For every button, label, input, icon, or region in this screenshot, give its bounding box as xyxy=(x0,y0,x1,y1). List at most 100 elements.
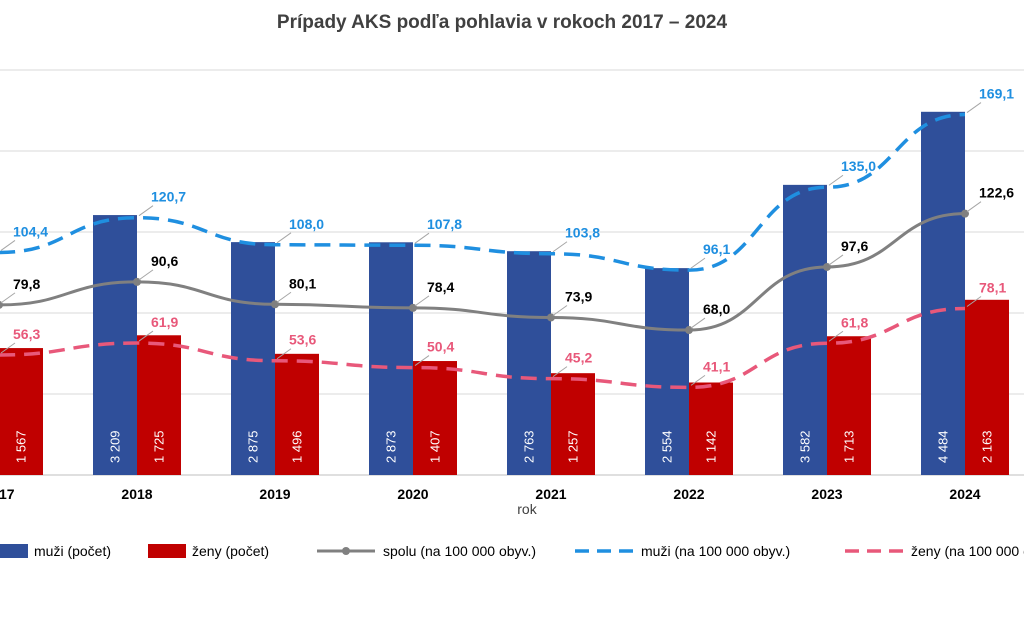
line-value-label: 107,8 xyxy=(427,216,462,232)
leader-line xyxy=(690,257,706,269)
legend-label: muži (počet) xyxy=(34,543,111,559)
leader-line xyxy=(0,292,16,304)
bar-value-label: 1 713 xyxy=(842,430,857,463)
bar-value-label: 3 209 xyxy=(108,430,123,463)
legend-label: ženy (počet) xyxy=(192,543,269,559)
line-value-label: 135,0 xyxy=(841,158,876,174)
leader-line xyxy=(690,317,706,329)
bar-value-label: 2 554 xyxy=(660,430,675,463)
leader-line xyxy=(828,174,844,186)
line-value-label: 53,6 xyxy=(289,332,316,348)
x-tick-label: 2023 xyxy=(811,486,842,502)
line-value-label: 56,3 xyxy=(13,326,40,342)
bar-women-2022 xyxy=(689,382,733,475)
legend-label: ženy (na 100 000 obyv.) xyxy=(911,543,1024,559)
line-value-label: 97,6 xyxy=(841,238,868,254)
legend-swatch-marker xyxy=(342,547,350,555)
leader-line xyxy=(966,201,982,213)
line-value-label: 79,8 xyxy=(13,276,40,292)
bar-women-2024 xyxy=(965,299,1009,475)
bar-value-label: 3 582 xyxy=(798,430,813,463)
line-value-label: 73,9 xyxy=(565,288,592,304)
x-tick-label: 2020 xyxy=(397,486,428,502)
bar-women-2020 xyxy=(413,361,457,475)
legend-label: muži (na 100 000 obyv.) xyxy=(641,543,790,559)
line-value-label: 90,6 xyxy=(151,253,178,269)
line-value-label: 68,0 xyxy=(703,301,730,317)
leader-line xyxy=(276,232,292,244)
leader-line xyxy=(0,342,16,354)
bar-women-2021 xyxy=(551,373,595,475)
leader-line xyxy=(276,291,292,303)
line-value-label: 103,8 xyxy=(565,225,600,241)
bar-men-2024 xyxy=(921,111,965,476)
bar-value-label: 1 725 xyxy=(152,430,167,463)
x-tick-label: 2022 xyxy=(673,486,704,502)
leader-line xyxy=(552,241,568,253)
line-marker xyxy=(0,301,3,309)
bar-men-2020 xyxy=(369,242,413,475)
line-value-label: 80,1 xyxy=(289,275,316,291)
bar-women-2019 xyxy=(275,353,319,475)
line-total-rate xyxy=(0,212,966,332)
bar-value-label: 2 875 xyxy=(246,430,261,463)
leader-line xyxy=(552,305,568,316)
legend-label: spolu (na 100 000 obyv.) xyxy=(383,543,536,559)
x-tick-label: 2021 xyxy=(535,486,566,502)
bar-women-2017 xyxy=(0,348,43,475)
x-tick-label: 2017 xyxy=(0,486,15,502)
leader-line xyxy=(966,102,982,113)
leader-line xyxy=(138,205,154,217)
line-value-label: 61,9 xyxy=(151,314,178,330)
bar-value-label: 4 484 xyxy=(936,430,951,463)
leader-line xyxy=(138,269,154,281)
bar-women-2018 xyxy=(137,335,181,475)
bar-value-label: 1 407 xyxy=(428,430,443,463)
bar-women-2023 xyxy=(827,336,871,475)
chart-title: Prípady AKS podľa pohlavia v rokoch 2017… xyxy=(276,12,728,33)
bar-value-label: 1 567 xyxy=(14,430,29,463)
x-axis-title: rok xyxy=(517,501,537,517)
leader-line xyxy=(828,330,844,342)
line-value-label: 122,6 xyxy=(979,185,1014,201)
bar-value-label: 1 257 xyxy=(566,430,581,463)
leader-line xyxy=(966,296,982,307)
bar-value-label: 2 763 xyxy=(522,430,537,463)
legend-swatch xyxy=(148,544,186,558)
x-tick-label: 2019 xyxy=(259,486,290,502)
line-value-label: 45,2 xyxy=(565,350,592,366)
line-value-label: 78,4 xyxy=(427,279,454,295)
line-value-label: 108,0 xyxy=(289,216,324,232)
line-men-rate xyxy=(0,112,966,272)
line-value-label: 96,1 xyxy=(703,241,730,257)
leader-line xyxy=(414,355,430,366)
legend-swatch xyxy=(0,544,28,558)
line-value-label: 104,4 xyxy=(13,223,48,239)
line-women-rate xyxy=(0,306,966,390)
line-value-label: 41,1 xyxy=(703,358,730,374)
bar-value-label: 2 873 xyxy=(384,430,399,463)
line-value-label: 78,1 xyxy=(979,280,1006,296)
line-value-label: 169,1 xyxy=(979,86,1014,102)
x-tick-label: 2024 xyxy=(949,486,980,502)
leader-line xyxy=(276,348,292,360)
leader-line xyxy=(414,295,430,307)
bar-men-2021 xyxy=(507,251,551,475)
line-value-label: 61,8 xyxy=(841,314,868,330)
bar-value-label: 1 496 xyxy=(290,430,305,463)
leader-line xyxy=(414,232,430,244)
leader-line xyxy=(138,330,154,342)
bar-men-2022 xyxy=(645,268,689,475)
line-value-label: 50,4 xyxy=(427,339,454,355)
leader-line xyxy=(552,366,568,378)
bar-men-2023 xyxy=(783,184,827,475)
line-value-label: 120,7 xyxy=(151,189,186,205)
bar-value-label: 1 142 xyxy=(704,430,719,463)
x-tick-label: 2018 xyxy=(121,486,152,502)
leader-line xyxy=(690,374,706,386)
bar-value-label: 2 163 xyxy=(980,430,995,463)
leader-line xyxy=(828,254,844,266)
leader-line xyxy=(0,240,16,251)
